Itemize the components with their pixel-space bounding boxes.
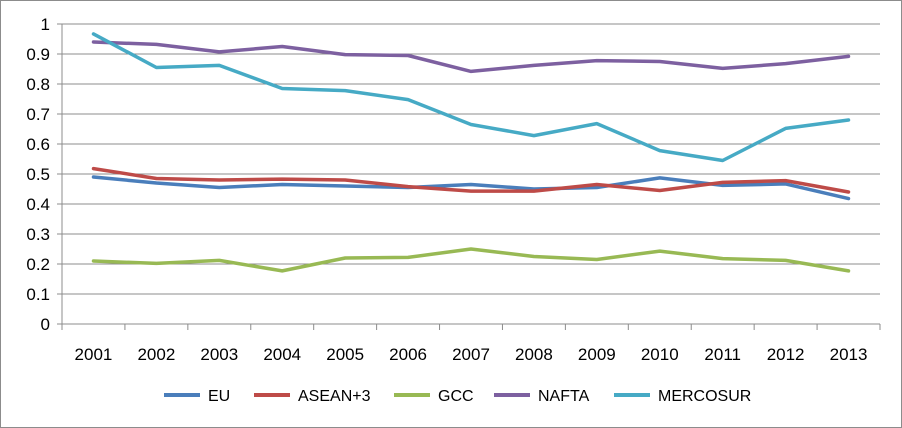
legend-label-asean-3: ASEAN+3 <box>298 388 371 405</box>
y-tick-label: 0 <box>41 315 50 334</box>
series-line-eu <box>91 175 851 201</box>
legend-label-mercosur: MERCOSUR <box>658 388 751 405</box>
x-tick-label: 2005 <box>326 345 364 364</box>
axes <box>57 23 881 330</box>
legend: EU ASEAN+3 GCC NAFTA MERCOSUR <box>164 388 751 405</box>
y-tick-label: 0.9 <box>26 45 50 64</box>
x-tick-label: 2003 <box>200 345 238 364</box>
x-tick-label: 2011 <box>704 345 741 364</box>
x-tick-label: 2006 <box>389 345 427 364</box>
y-tick-label: 0.7 <box>26 105 50 124</box>
x-tick-label: 2001 <box>75 345 113 364</box>
legend-label-gcc: GCC <box>438 388 474 405</box>
x-tick-label: 2008 <box>515 345 553 364</box>
y-tick-label: 0.5 <box>26 165 50 184</box>
y-tick-label: 0.2 <box>26 255 50 274</box>
series-line-nafta <box>91 40 851 74</box>
series-line-mercosur <box>91 32 851 163</box>
y-tick-label: 0.6 <box>26 135 50 154</box>
y-tick-label: 0.3 <box>26 225 50 244</box>
x-tick-label: 2010 <box>641 345 679 364</box>
x-tick-label: 2012 <box>767 345 805 364</box>
y-tick-label: 0.4 <box>26 195 50 214</box>
legend-label-eu: EU <box>208 388 230 405</box>
x-tick-label: 2007 <box>452 345 490 364</box>
x-tick-label: 2002 <box>137 345 175 364</box>
series-line-gcc <box>91 247 851 273</box>
y-tick-label: 1 <box>41 15 50 34</box>
x-tick-label: 2009 <box>578 345 616 364</box>
legend-label-nafta: NAFTA <box>538 388 590 405</box>
gridlines <box>62 23 880 295</box>
series-line-asean-3 <box>91 166 851 194</box>
y-axis-tick-labels: 0 0.1 0.2 0.3 0.4 0.5 0.6 0.7 0.8 0.9 1 <box>26 15 50 334</box>
x-tick-label: 2013 <box>830 345 868 364</box>
y-tick-label: 0.1 <box>26 285 50 304</box>
x-axis-tick-labels: 2001 2002 2003 2004 2005 2006 2007 2008 2009 2010… <box>75 345 868 364</box>
series-lines <box>91 32 851 273</box>
x-tick-label: 2004 <box>263 345 301 364</box>
y-tick-label: 0.8 <box>26 75 50 94</box>
